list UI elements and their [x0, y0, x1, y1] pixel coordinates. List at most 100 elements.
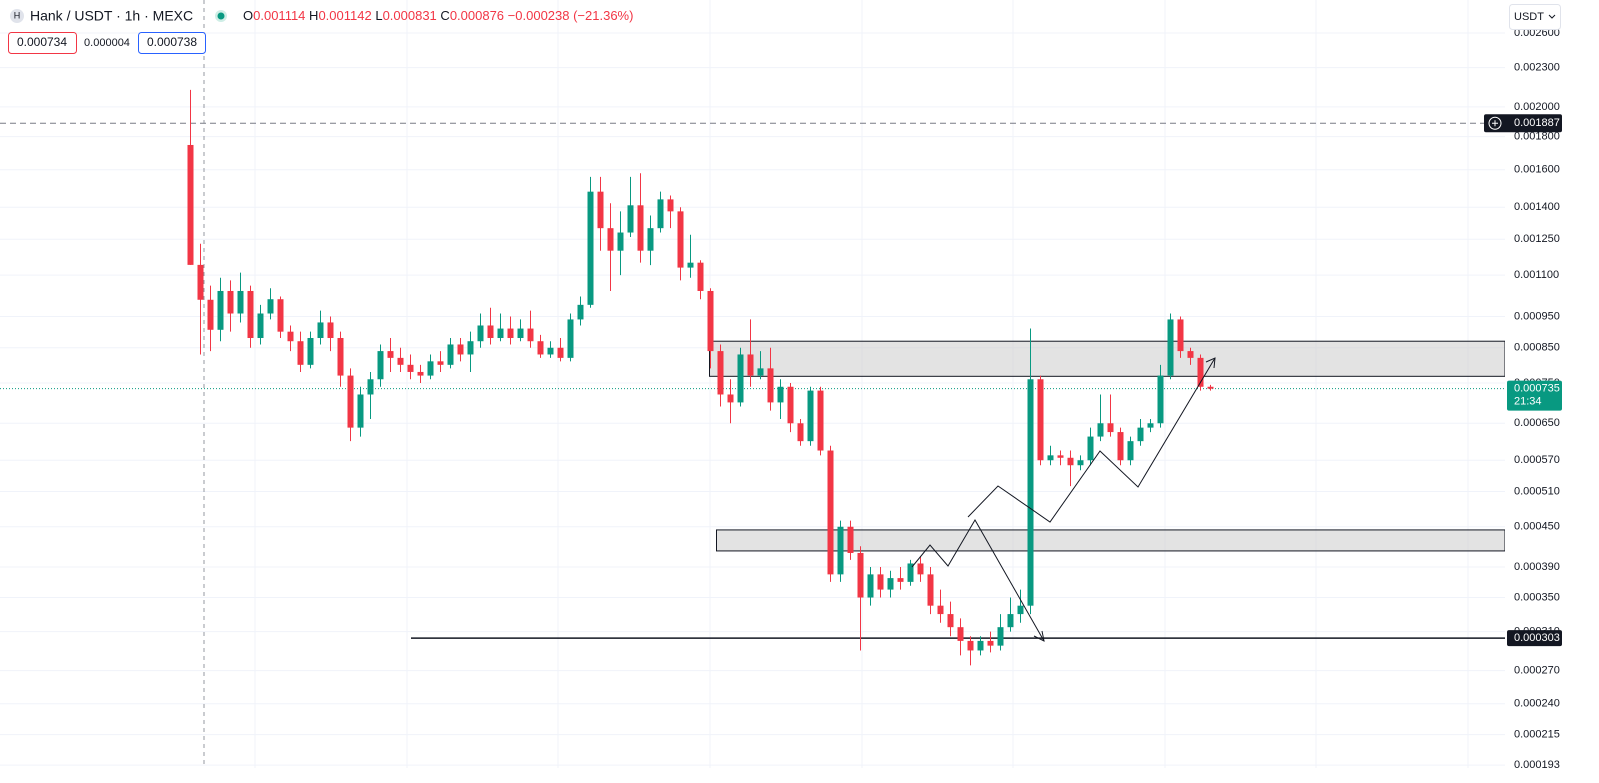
candle-body: [737, 354, 744, 403]
candle-body: [867, 574, 874, 598]
ohlc-legend: O0.001114 H0.001142 L0.000831 C0.000876 …: [243, 8, 633, 23]
candle-body: [1117, 432, 1124, 461]
high-value: 0.001142: [318, 8, 371, 23]
candle-body: [547, 347, 554, 355]
candle-body: [297, 341, 304, 365]
candle-body: [1207, 386, 1214, 389]
candle-body: [927, 574, 934, 606]
time-grid: [254, 0, 1469, 768]
candle-body: [937, 605, 944, 615]
candle-body: [1197, 357, 1204, 387]
alert-price: 0.001887: [1514, 117, 1560, 129]
candle-body: [647, 228, 654, 251]
candle-body: [777, 386, 784, 403]
candle-body: [687, 262, 694, 268]
candle-body: [527, 328, 534, 342]
status-dot: [217, 12, 225, 20]
candle-body: [877, 574, 884, 590]
candle-body: [997, 627, 1004, 646]
candle-body: [317, 322, 324, 338]
spread: 0.000004: [84, 37, 130, 49]
candle-body: [637, 205, 644, 251]
currency-select[interactable]: [1509, 4, 1561, 30]
y-tick-label: 0.000390: [1514, 561, 1560, 573]
y-tick-label: 0.001400: [1514, 201, 1560, 213]
plot: [0, 32, 1506, 766]
candle-body: [967, 640, 974, 651]
y-tick-label: 0.000193: [1514, 759, 1560, 771]
candle-body: [1047, 455, 1054, 461]
symbol-title[interactable]: Hank / USDT · 1h · MEXC: [30, 8, 193, 24]
buy-button[interactable]: [138, 32, 206, 54]
candle-body: [517, 328, 524, 338]
candle-body: [387, 351, 394, 358]
buy-price: 0.000738: [147, 35, 197, 49]
sell-price: 0.000734: [17, 35, 67, 49]
candle-body: [1107, 423, 1114, 433]
y-tick-label: 0.000240: [1514, 698, 1560, 710]
candle-body: [377, 351, 384, 380]
candle-body: [727, 394, 734, 403]
alert-plus-sign: [1492, 120, 1498, 127]
candle-body: [887, 578, 894, 590]
candle-body: [577, 304, 584, 320]
candle-body: [367, 379, 374, 395]
candle-body: [897, 578, 904, 582]
candle-body: [1097, 423, 1104, 437]
chevron: [1548, 14, 1556, 19]
last-price-box: [1507, 380, 1562, 411]
candle-body: [397, 357, 404, 365]
y-tick-label: 0.000650: [1514, 417, 1560, 429]
zigzag-up: [967, 357, 1216, 523]
candle-body: [597, 191, 604, 229]
candle-body: [1187, 351, 1194, 358]
candle-body: [1167, 319, 1174, 376]
y-tick-label: 0.000510: [1514, 485, 1560, 497]
h-label: H: [309, 8, 318, 23]
candle-body: [1157, 375, 1164, 424]
candle-body: [477, 325, 484, 342]
candle-body: [847, 526, 854, 553]
candle-body: [247, 290, 254, 338]
arrow-head: [1033, 630, 1045, 642]
candle-body: [1007, 614, 1014, 628]
candle-body: [277, 299, 284, 332]
candle-body: [807, 390, 814, 442]
candle-body: [797, 423, 804, 442]
y-tick-label: 0.000450: [1514, 521, 1560, 533]
candle-body: [717, 351, 724, 395]
zone: [716, 529, 1506, 552]
candle-body: [667, 199, 674, 212]
candle-body: [537, 341, 544, 355]
candle-body: [487, 325, 494, 338]
open-value: 0.001114: [253, 8, 305, 23]
candle-body: [267, 299, 274, 314]
symbol-icon: [10, 9, 24, 23]
y-tick-label: 0.001600: [1514, 164, 1560, 176]
candle-body: [617, 232, 624, 251]
candle-body: [827, 450, 834, 575]
y-tick-label: 0.002300: [1514, 61, 1560, 73]
candle-body: [327, 322, 334, 338]
zigzag-down: [911, 519, 1045, 642]
support-price: 0.000303: [1514, 632, 1560, 644]
candle-body: [457, 344, 464, 355]
y-tick-label: 0.000850: [1514, 342, 1560, 354]
candle-body: [697, 262, 704, 291]
candle-body: [217, 290, 224, 330]
close-value: 0.000876: [450, 8, 504, 23]
y-tick-label: 0.001250: [1514, 233, 1560, 245]
candle-body: [627, 205, 634, 233]
candle-body: [1077, 460, 1084, 466]
candle-body: [237, 290, 244, 314]
candle-body: [787, 386, 794, 424]
sell-button[interactable]: [8, 32, 77, 54]
alert-plus: [1488, 116, 1502, 130]
drawings: [911, 357, 1216, 642]
candle-body: [447, 344, 454, 365]
candle-body: [747, 354, 754, 376]
candle-body: [1057, 455, 1064, 458]
o-label: O: [243, 8, 253, 23]
candle-body: [507, 328, 514, 338]
